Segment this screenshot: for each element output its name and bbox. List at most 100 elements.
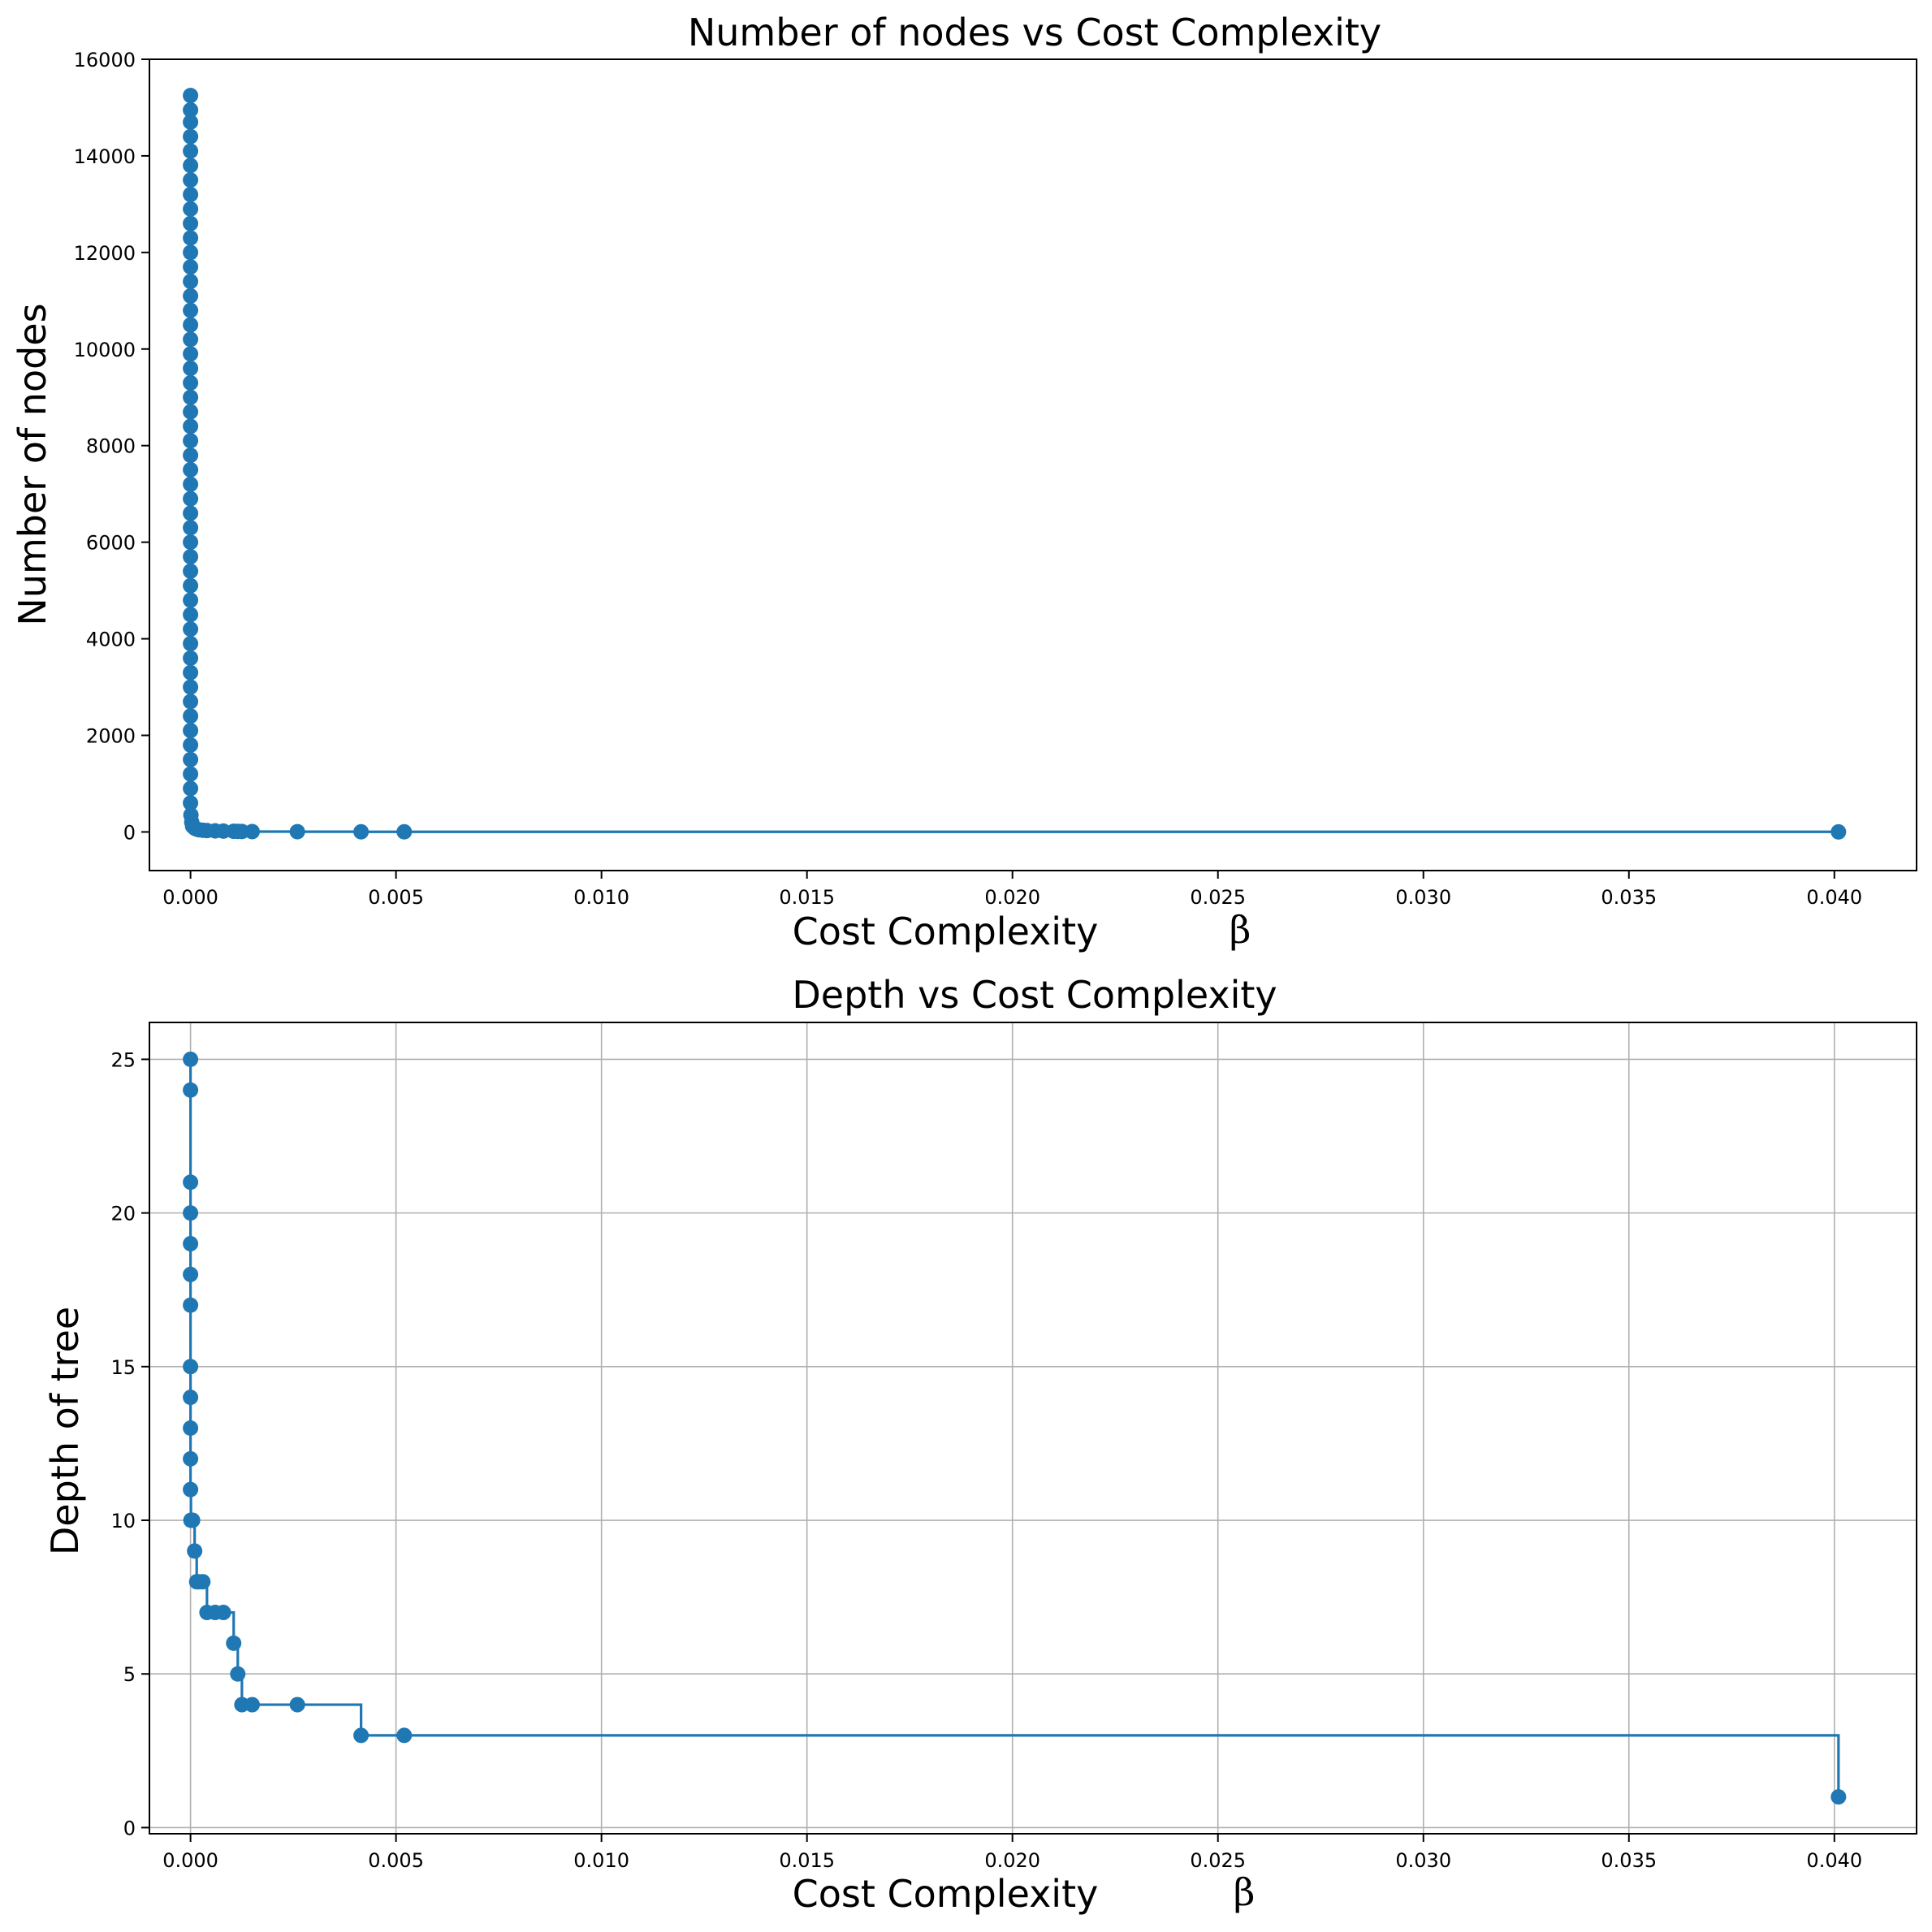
nodes-data-point: [183, 302, 199, 318]
depth-data-point: [183, 1205, 199, 1221]
nodes-data-point: [183, 592, 199, 608]
depth-y-tick-label: 25: [110, 1048, 136, 1071]
depth-grid: [149, 1022, 1917, 1834]
depth-data-point: [183, 1359, 199, 1375]
nodes-data-point: [183, 374, 199, 391]
nodes-x-tick-label: 0.025: [1190, 886, 1246, 909]
depth-data-point: [226, 1635, 242, 1651]
nodes-data-point: [183, 491, 199, 507]
nodes-data-point: [183, 201, 199, 217]
nodes-y-tick-label: 16000: [74, 49, 136, 71]
depth-y-tick-label: 10: [110, 1510, 136, 1532]
depth-data-point: [183, 1082, 199, 1098]
nodes-data-point: [183, 664, 199, 681]
nodes-data-point: [183, 128, 199, 145]
nodes-data-point: [183, 520, 199, 536]
depth-x-tick-label: 0.005: [368, 1849, 424, 1872]
nodes-x-ticks: 0.000 0.005 0.010 0.015 0.020 0.025 0.030 0.035…: [162, 871, 1862, 909]
nodes-data-point: [353, 823, 370, 840]
depth-data-point: [183, 1390, 199, 1406]
nodes-data-point: [183, 505, 199, 521]
nodes-x-axis-label: Cost Complexity: [793, 910, 1099, 953]
depth-data-point: [215, 1605, 231, 1621]
depth-y-tick-label: 0: [123, 1817, 136, 1839]
depth-x-tick-label: 0.035: [1601, 1849, 1657, 1872]
nodes-data-point: [183, 230, 199, 246]
nodes-data-point: [183, 447, 199, 464]
depth-x-tick-label: 0.015: [779, 1849, 835, 1872]
nodes-y-tick-label: 6000: [86, 532, 136, 555]
depth-x-tick-label: 0.010: [573, 1849, 629, 1872]
nodes-data-point: [289, 823, 305, 840]
depth-y-tick-label: 15: [110, 1356, 136, 1379]
nodes-data-point: [183, 694, 199, 710]
nodes-data-point: [183, 274, 199, 290]
nodes-y-axis-label: Number of nodes: [11, 303, 54, 625]
depth-data-point: [183, 1420, 199, 1436]
depth-plot-frame: [149, 1022, 1917, 1835]
depth-data-point: [183, 1450, 199, 1467]
nodes-x-tick-label: 0.005: [368, 886, 424, 909]
nodes-series: [183, 88, 1847, 840]
nodes-data-point: [183, 795, 199, 811]
nodes-data-point: [183, 607, 199, 623]
depth-y-ticks: 0 5 10 15 20 25: [110, 1048, 149, 1839]
nodes-x-tick-label: 0.035: [1601, 886, 1657, 909]
nodes-x-tick-label: 0.010: [573, 886, 629, 909]
nodes-data-point: [183, 389, 199, 405]
nodes-data-point: [183, 577, 199, 594]
nodes-data-point: [183, 723, 199, 739]
nodes-data-point: [244, 823, 261, 840]
nodes-data-point: [183, 287, 199, 304]
depth-y-axis-label: Depth of tree: [43, 1307, 87, 1555]
depth-y-tick-label: 5: [123, 1663, 136, 1686]
nodes-data-point: [183, 418, 199, 434]
nodes-data-point: [183, 548, 199, 564]
depth-data-point: [195, 1574, 211, 1590]
nodes-data-point: [183, 621, 199, 638]
nodes-data-point: [183, 102, 199, 118]
nodes-x-tick-label: 0.020: [984, 886, 1040, 909]
depth-x-axis-beta-symbol: β: [1234, 1870, 1256, 1914]
nodes-y-tick-label: 8000: [86, 435, 136, 458]
nodes-plot-frame: [149, 58, 1917, 871]
depth-data-point: [183, 1174, 199, 1191]
nodes-chart-title: Number of nodes vs Cost Complexity: [688, 11, 1381, 54]
nodes-data-point: [396, 823, 413, 840]
nodes-y-ticks: 0 2000 4000 6000 8000 10000 12000 14000 16000: [74, 49, 149, 844]
nodes-data-point: [183, 143, 199, 159]
nodes-x-axis-beta-symbol: β: [1230, 908, 1251, 952]
nodes-data-point: [183, 346, 199, 362]
nodes-x-tick-label: 0.015: [779, 886, 835, 909]
depth-x-axis-label: Cost Complexity: [793, 1872, 1099, 1916]
nodes-data-point: [183, 679, 199, 695]
depth-x-tick-label: 0.025: [1190, 1849, 1246, 1872]
nodes-data-point: [183, 433, 199, 449]
depth-data-point: [289, 1696, 305, 1713]
nodes-data-point: [1830, 823, 1847, 840]
depth-x-tick-label: 0.040: [1806, 1849, 1862, 1872]
nodes-data-point: [183, 244, 199, 261]
nodes-data-point: [183, 114, 199, 130]
nodes-data-point: [183, 737, 199, 753]
nodes-data-point: [183, 751, 199, 767]
depth-series: [183, 1051, 1847, 1805]
depth-data-point: [183, 1235, 199, 1251]
nodes-data-point: [183, 534, 199, 551]
nodes-y-tick-label: 10000: [74, 339, 136, 361]
nodes-y-tick-label: 0: [123, 821, 136, 844]
depth-data-point: [1830, 1789, 1847, 1805]
depth-data-point: [244, 1696, 261, 1713]
nodes-data-point: [183, 461, 199, 478]
depth-data-point: [183, 1051, 199, 1067]
nodes-x-tick-label: 0.030: [1395, 886, 1451, 909]
nodes-step-line: [189, 95, 1840, 833]
nodes-data-point: [183, 404, 199, 420]
depth-y-tick-label: 20: [110, 1203, 136, 1225]
nodes-y-tick-label: 12000: [74, 242, 136, 265]
depth-data-point: [184, 1512, 201, 1528]
depth-data-point: [183, 1266, 199, 1282]
depth-panel: Depth vs Cost Complexity Depth of tree C…: [43, 973, 1917, 1916]
nodes-data-point: [183, 766, 199, 782]
